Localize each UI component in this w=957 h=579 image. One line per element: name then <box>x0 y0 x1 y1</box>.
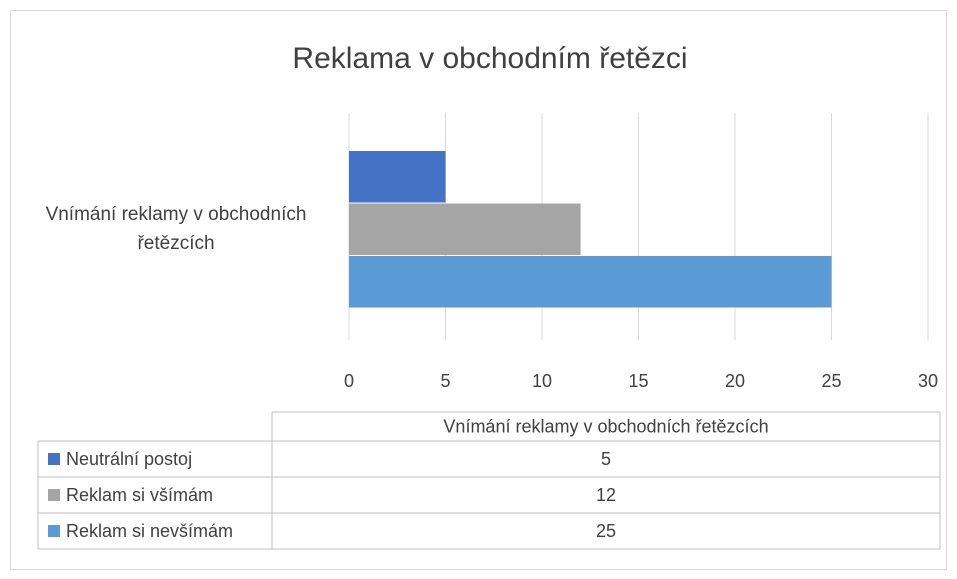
legend-swatch <box>48 525 60 537</box>
x-tick-label: 25 <box>821 371 841 391</box>
bar <box>349 151 446 203</box>
x-tick-label: 30 <box>918 371 938 391</box>
legend-label: Neutrální postoj <box>66 449 192 469</box>
chart-title: Reklama v obchodním řetězci <box>292 42 687 75</box>
x-tick-label: 10 <box>532 371 552 391</box>
table-value: 5 <box>601 449 611 469</box>
category-label: Vnímání reklamy v obchodních řetězcích <box>45 204 307 254</box>
table-value: 12 <box>596 485 616 505</box>
bar <box>349 256 832 308</box>
bar <box>349 203 581 255</box>
table-value: 25 <box>596 521 616 541</box>
x-tick-label: 20 <box>725 371 745 391</box>
legend-swatch <box>48 453 60 465</box>
legend-label: Reklam si všímám <box>66 485 213 505</box>
x-tick-label: 5 <box>440 371 450 391</box>
legend-swatch <box>48 489 60 501</box>
table-header: Vnímání reklamy v obchodních řetězcích <box>443 416 768 436</box>
legend-label: Reklam si nevšímám <box>66 521 233 541</box>
x-tick-label: 0 <box>344 371 354 391</box>
x-tick-label: 15 <box>628 371 648 391</box>
